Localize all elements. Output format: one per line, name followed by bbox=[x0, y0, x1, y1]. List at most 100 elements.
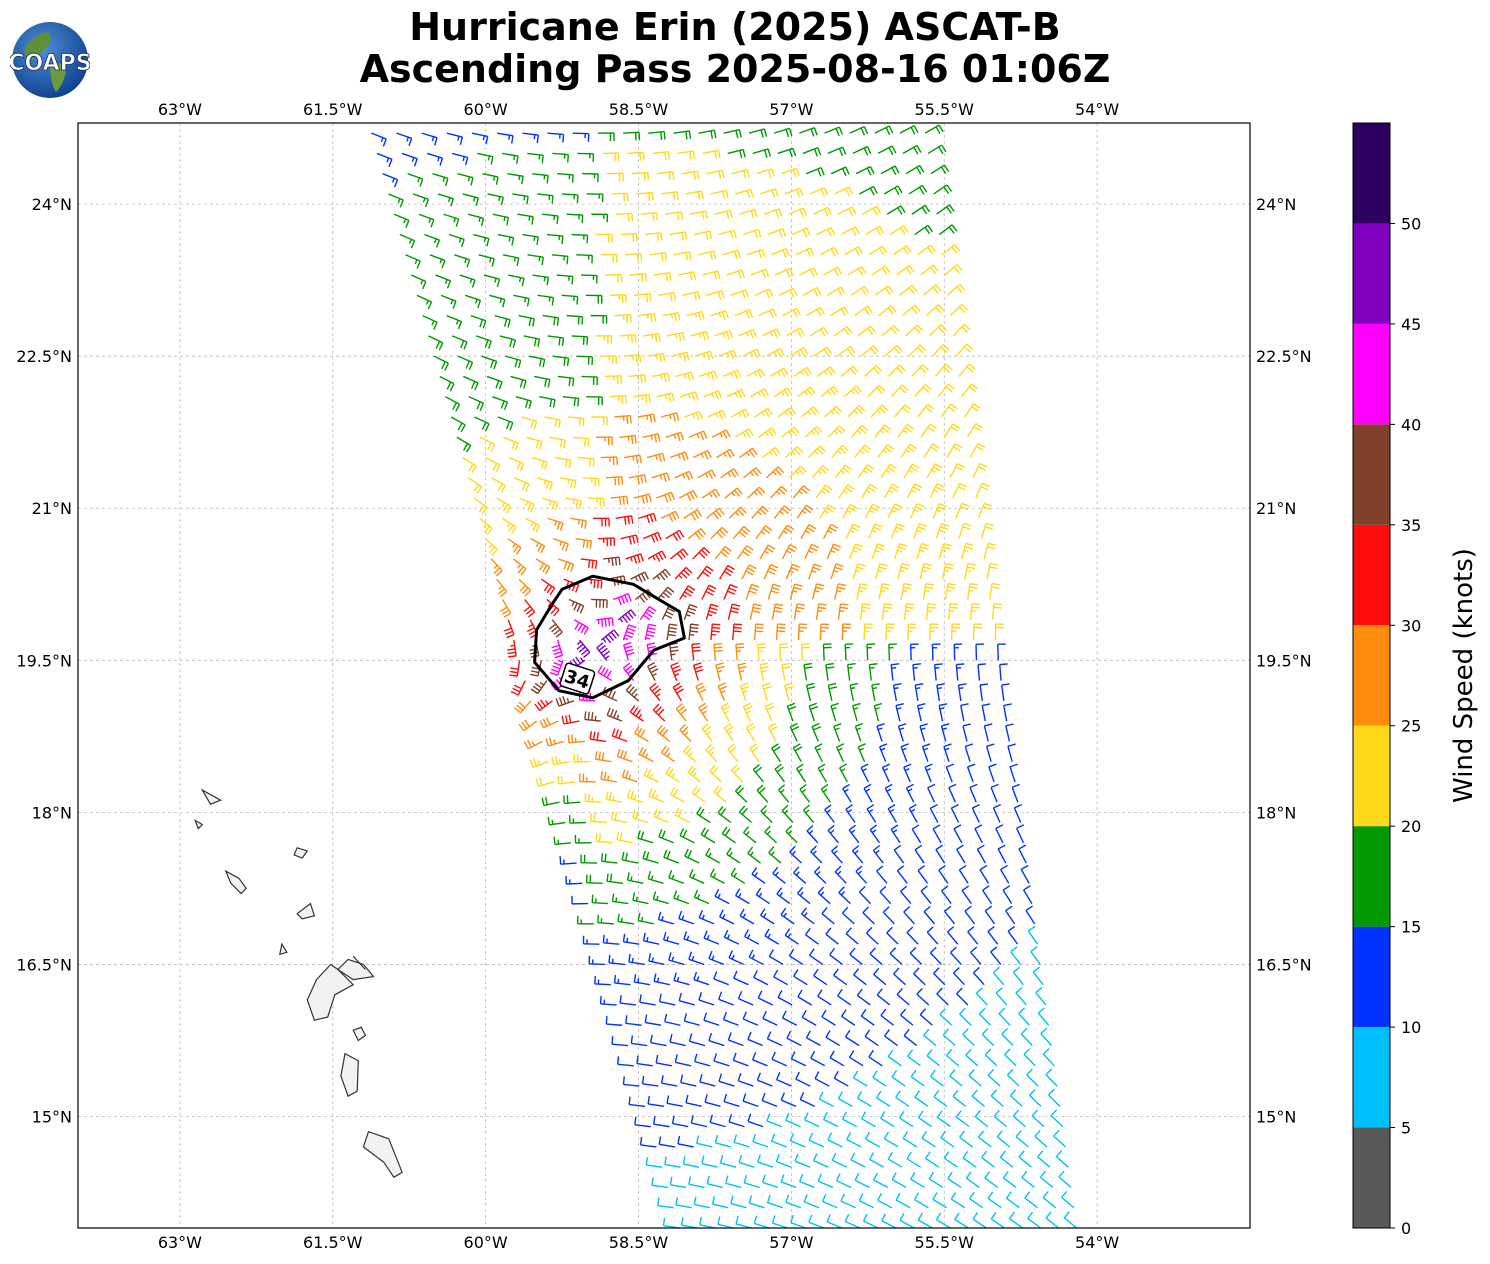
wind-barb bbox=[865, 225, 885, 236]
wind-barb bbox=[518, 314, 535, 327]
wind-barb bbox=[689, 210, 708, 220]
wind-barb bbox=[446, 314, 463, 330]
wind-barb bbox=[648, 130, 666, 140]
wind-barb bbox=[552, 537, 569, 552]
wind-barb bbox=[850, 424, 869, 438]
wind-barb bbox=[591, 598, 608, 608]
wind-barb bbox=[959, 1007, 972, 1026]
wind-barb bbox=[935, 1212, 951, 1229]
lon-tick-label-bottom: 57°W bbox=[769, 1233, 813, 1252]
wind-barb bbox=[593, 517, 610, 527]
wind-barb bbox=[595, 335, 613, 344]
colorbar-tick-label: 0 bbox=[1401, 1219, 1411, 1238]
wind-barb bbox=[647, 871, 664, 884]
wind-barb bbox=[774, 267, 794, 278]
wind-barb bbox=[1025, 905, 1036, 925]
wind-barb bbox=[837, 603, 849, 620]
wind-barb bbox=[821, 907, 835, 925]
wind-barb bbox=[1037, 1007, 1050, 1026]
wind-barb bbox=[703, 1012, 720, 1026]
wind-barb bbox=[958, 522, 972, 539]
wind-barb bbox=[600, 456, 619, 466]
wind-barb bbox=[839, 763, 848, 783]
wind-barb bbox=[929, 483, 945, 499]
wind-barb bbox=[734, 428, 754, 438]
wind-barb bbox=[980, 522, 994, 539]
wind-barb bbox=[890, 384, 909, 398]
wind-barb bbox=[950, 303, 969, 317]
lat-tick-label-right: 21°N bbox=[1256, 499, 1296, 518]
wind-barb bbox=[416, 294, 433, 310]
wind-barb bbox=[662, 1217, 680, 1229]
wind-barb bbox=[858, 886, 871, 905]
wind-barb bbox=[895, 1090, 910, 1107]
wind-barb bbox=[1001, 1028, 1014, 1047]
wind-barb bbox=[739, 908, 755, 925]
wind-barb bbox=[507, 538, 522, 555]
wind-barb bbox=[846, 662, 856, 681]
wind-barb bbox=[1005, 723, 1014, 742]
wind-barb bbox=[737, 1072, 754, 1087]
wind-barb bbox=[881, 1213, 897, 1229]
wind-barb bbox=[598, 537, 616, 547]
wind-barb bbox=[663, 849, 680, 864]
wind-barb bbox=[731, 168, 750, 179]
lat-tick-label-left: 15°N bbox=[32, 1107, 72, 1126]
wind-barb bbox=[679, 828, 695, 844]
lat-tick-label-left: 19.5°N bbox=[16, 651, 72, 670]
wind-barb bbox=[984, 905, 996, 925]
wind-barb bbox=[711, 429, 731, 439]
wind-barb bbox=[880, 165, 900, 176]
wind-barb bbox=[613, 974, 631, 986]
wind-barb bbox=[902, 304, 921, 317]
wind-barb bbox=[1006, 1068, 1020, 1087]
wind-barb bbox=[701, 488, 721, 499]
wind-barb bbox=[929, 946, 942, 965]
wind-barb bbox=[761, 1092, 778, 1108]
wind-barb bbox=[982, 885, 993, 904]
wind-barb bbox=[426, 152, 444, 166]
wind-barb bbox=[698, 250, 717, 260]
wind-barb bbox=[698, 129, 717, 139]
wind-barb bbox=[683, 1013, 700, 1026]
wind-barb bbox=[517, 213, 534, 225]
wind-barb bbox=[852, 702, 861, 722]
wind-barb bbox=[992, 966, 1005, 986]
wind-barb bbox=[701, 1155, 718, 1168]
wind-barb bbox=[780, 1174, 797, 1189]
wind-barb bbox=[795, 247, 815, 258]
wind-barb bbox=[864, 503, 880, 519]
wind-barb bbox=[656, 586, 675, 600]
wind-barb bbox=[572, 132, 590, 142]
wind-barb bbox=[808, 1214, 825, 1229]
wind-barb bbox=[594, 751, 612, 763]
wind-barb bbox=[940, 1130, 955, 1148]
wind-barb bbox=[702, 149, 721, 159]
wind-barb bbox=[815, 603, 827, 620]
wind-barb bbox=[665, 211, 684, 221]
wind-barb bbox=[913, 967, 926, 986]
wind-barb bbox=[827, 146, 847, 157]
wind-barb bbox=[885, 623, 895, 641]
wind-barb bbox=[899, 124, 919, 135]
wind-barb bbox=[1058, 1170, 1072, 1188]
wind-barb bbox=[735, 888, 750, 905]
wind-barb bbox=[911, 824, 922, 844]
wind-barb bbox=[966, 423, 983, 438]
wind-barb bbox=[929, 803, 939, 823]
wind-barb bbox=[497, 132, 514, 144]
wind-barb bbox=[867, 384, 886, 398]
wind-barb bbox=[462, 456, 477, 474]
wind-barb bbox=[623, 131, 641, 141]
wind-barb bbox=[914, 384, 932, 398]
wind-barb bbox=[815, 484, 833, 499]
wind-barb bbox=[734, 309, 754, 319]
wind-barb bbox=[750, 268, 770, 279]
wind-barbs bbox=[371, 124, 1078, 1229]
wind-barb bbox=[714, 1134, 732, 1148]
wind-barb bbox=[938, 865, 949, 884]
wind-barb bbox=[637, 912, 655, 925]
wind-barb bbox=[629, 705, 644, 722]
wind-barb bbox=[743, 826, 757, 844]
wind-barb bbox=[959, 1130, 973, 1148]
